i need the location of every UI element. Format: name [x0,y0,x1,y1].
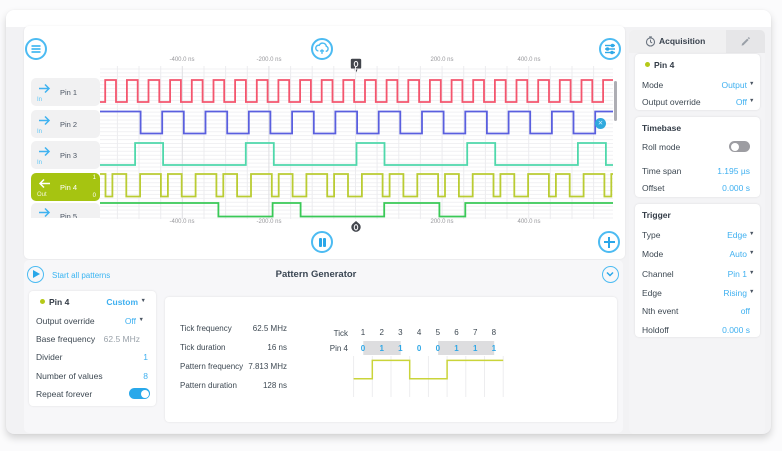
svg-text:3: 3 [398,328,403,337]
svg-text:6: 6 [454,328,459,337]
svg-text:1: 1 [492,344,497,353]
svg-text:0: 0 [417,344,422,353]
svg-text:1: 1 [454,344,459,353]
svg-text:2: 2 [379,328,384,337]
svg-text:1: 1 [473,344,478,353]
svg-text:1: 1 [379,344,384,353]
svg-text:1: 1 [398,344,403,353]
svg-text:5: 5 [436,328,441,337]
svg-text:0: 0 [361,344,366,353]
svg-text:4: 4 [417,328,422,337]
svg-text:0: 0 [436,344,441,353]
svg-text:7: 7 [473,328,478,337]
svg-text:8: 8 [492,328,497,337]
svg-text:1: 1 [361,328,366,337]
